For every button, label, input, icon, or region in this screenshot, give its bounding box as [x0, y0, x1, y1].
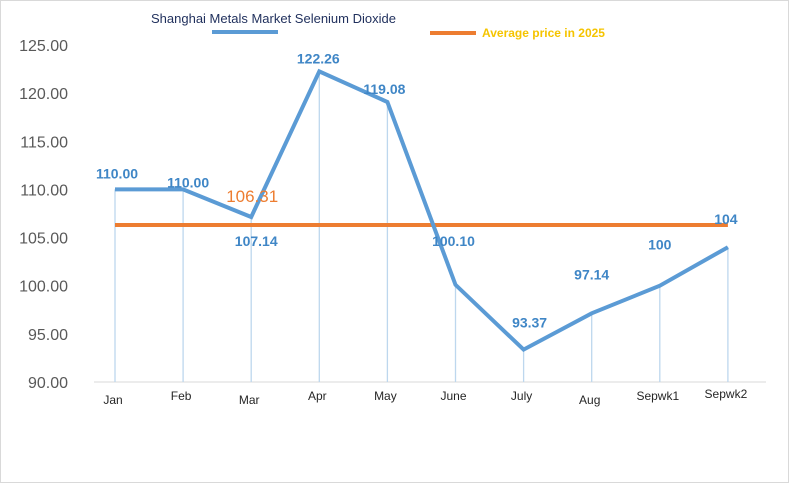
series-line	[115, 68, 729, 353]
chart-title: Shanghai Metals Market Selenium Dioxide	[151, 11, 396, 26]
y-tick-label: 90.00	[28, 375, 68, 392]
data-label: 122.26	[297, 50, 340, 66]
y-tick-label: 110.00	[20, 182, 68, 199]
y-tick-label: 100.00	[19, 279, 68, 296]
data-label: 93.37	[512, 315, 547, 331]
data-labels: 110.00 110.00 107.14 122.26 119.08 100.10 93.3…	[96, 50, 738, 330]
x-tick-label: Sepwk2	[705, 387, 748, 401]
y-tick-label: 120.00	[19, 86, 68, 103]
y-tick-label: 125.00	[19, 38, 68, 55]
data-label: 97.14	[574, 266, 609, 282]
chart-frame	[0, 0, 789, 483]
x-tick-label: Mar	[239, 393, 260, 407]
data-label: 100.10	[432, 233, 475, 249]
legend-label-average: Average price in 2025	[482, 26, 605, 40]
x-tick-label: Jan	[103, 393, 122, 407]
series-line-group	[114, 68, 729, 353]
data-label: 110.00	[167, 174, 209, 190]
y-axis: 90.00 95.00 100.00 105.00 110.00 115.00 120.00…	[19, 38, 68, 392]
x-tick-label: Apr	[308, 389, 327, 403]
x-tick-label: July	[511, 389, 532, 403]
data-label: 110.00	[96, 165, 138, 181]
data-label: 107.14	[235, 233, 278, 249]
y-tick-label: 95.00	[28, 327, 68, 344]
y-tick-label: 115.00	[20, 134, 68, 151]
x-axis: Jan Feb Mar Apr May June July Aug Sepwk1 Sepwk2	[103, 387, 747, 407]
data-label: 100	[648, 237, 672, 253]
x-tick-label: Sepwk1	[636, 389, 679, 403]
x-tick-label: May	[374, 389, 397, 403]
x-tick-label: June	[440, 389, 466, 403]
y-tick-label: 105.00	[19, 231, 68, 248]
average-value-label: 106.31	[226, 187, 278, 206]
data-label: 104	[714, 211, 738, 227]
drop-lines	[114, 71, 729, 382]
x-tick-label: Aug	[579, 393, 600, 407]
data-label: 119.08	[363, 81, 405, 97]
x-tick-label: Feb	[171, 389, 192, 403]
legend: Shanghai Metals Market Selenium Dioxide …	[151, 11, 605, 40]
